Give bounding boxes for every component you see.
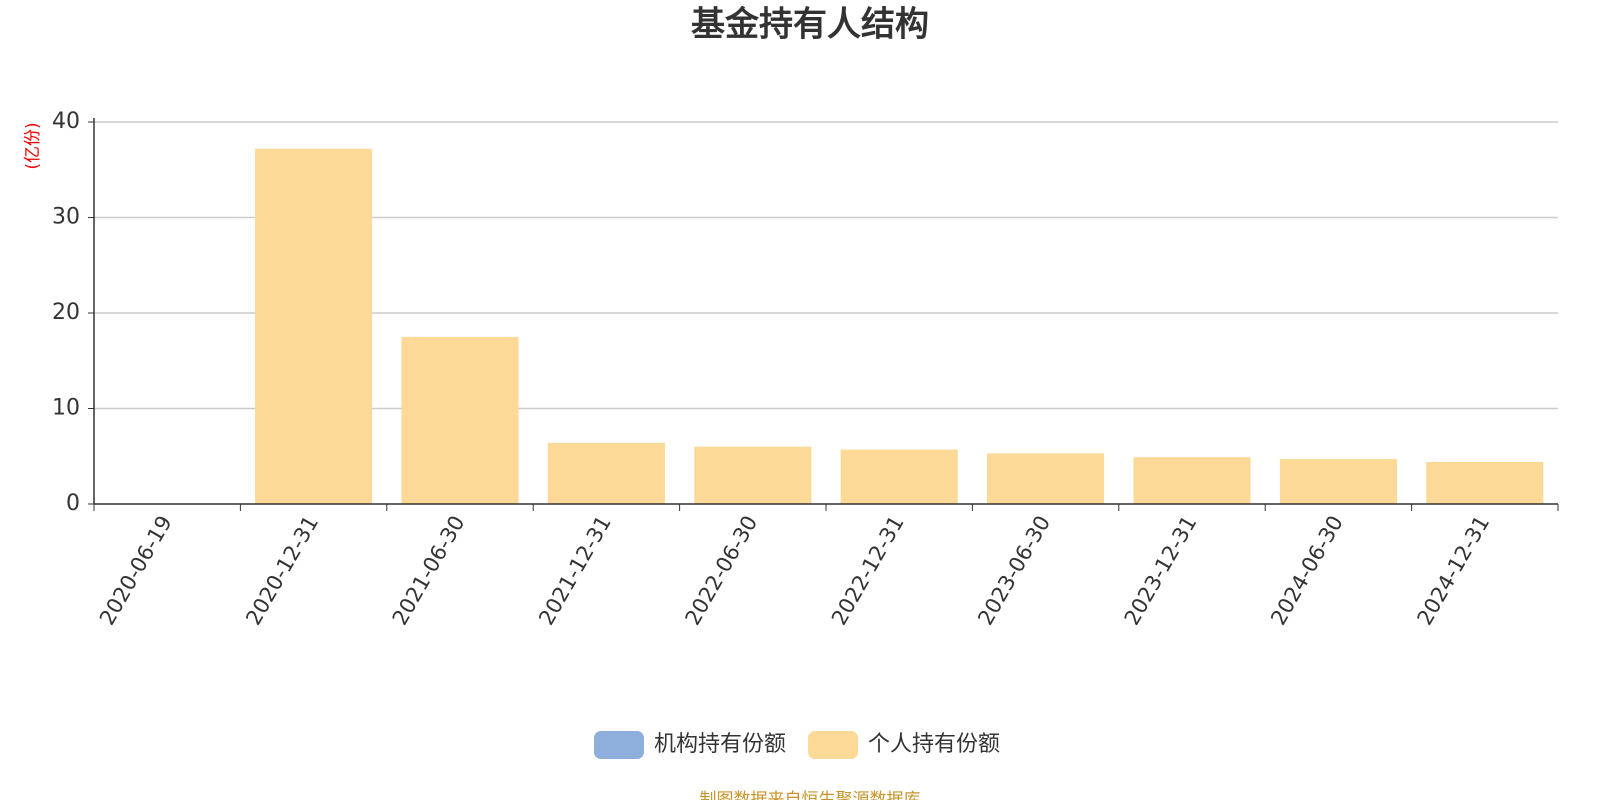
x-tick-label: 2024-12-31 bbox=[1413, 512, 1495, 630]
bar bbox=[840, 449, 958, 504]
bar bbox=[1133, 457, 1251, 504]
x-tick-label: 2023-06-30 bbox=[973, 512, 1055, 630]
y-tick-label: 10 bbox=[52, 396, 80, 421]
x-tick-label: 2020-12-31 bbox=[241, 512, 323, 630]
chart-title: 基金持有人结构 bbox=[691, 5, 929, 45]
x-tick-label: 2024-06-30 bbox=[1266, 512, 1348, 630]
legend-label: 机构持有份额 bbox=[654, 732, 786, 757]
y-axis-label: (亿份) bbox=[23, 122, 43, 169]
x-tick-label: 2021-06-30 bbox=[388, 512, 470, 630]
x-tick-label: 2022-06-30 bbox=[681, 512, 763, 630]
source-note: 制图数据来自恒生聚源数据库 bbox=[700, 790, 921, 800]
y-tick-label: 40 bbox=[52, 109, 80, 134]
legend-label: 个人持有份额 bbox=[868, 732, 1000, 757]
bar bbox=[1279, 459, 1397, 504]
x-tick-label: 2021-12-31 bbox=[534, 512, 616, 630]
bar bbox=[401, 336, 519, 504]
legend-swatch bbox=[808, 731, 859, 759]
y-tick-label: 20 bbox=[52, 300, 80, 325]
bar bbox=[547, 442, 665, 504]
y-tick-label: 0 bbox=[66, 491, 80, 516]
bar bbox=[987, 453, 1105, 504]
bar bbox=[694, 446, 812, 504]
bar bbox=[1426, 461, 1544, 504]
x-tick-label: 2022-12-31 bbox=[827, 512, 909, 630]
y-tick-label: 30 bbox=[52, 205, 80, 230]
bar bbox=[255, 148, 373, 505]
x-tick-label: 2020-06-19 bbox=[95, 512, 177, 630]
legend-swatch bbox=[594, 731, 644, 759]
x-tick-label: 2023-12-31 bbox=[1120, 512, 1202, 630]
